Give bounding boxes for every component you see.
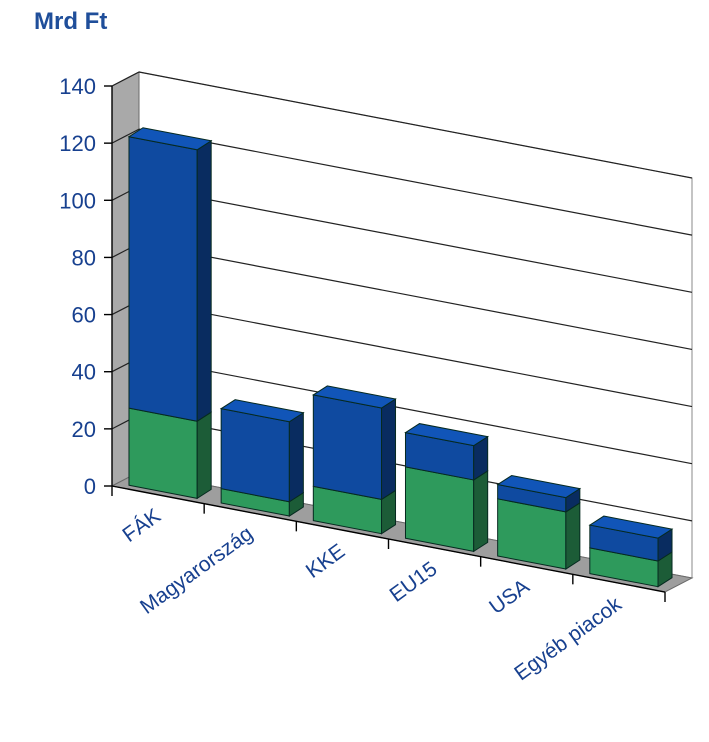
bar-segment-side [196, 411, 212, 500]
bar-top [127, 127, 213, 151]
bar-segment [404, 466, 475, 552]
y-tick-label: 120 [59, 131, 96, 156]
y-tick-label: 20 [72, 417, 96, 442]
x-tick-label: FÁK [118, 504, 165, 547]
bar-2 [311, 385, 397, 535]
y-tick-label: 80 [72, 245, 96, 270]
gridlines [111, 71, 693, 522]
bar-segment [312, 394, 383, 501]
gridline [138, 128, 693, 236]
bar-segment-side [196, 139, 212, 423]
x-tick-label: Magyarország [136, 522, 257, 619]
y-tick-label: 140 [59, 74, 96, 99]
gridline-side [111, 71, 140, 87]
bar-top [404, 423, 490, 447]
bar-segment [220, 408, 290, 503]
y-tick-label: 0 [84, 474, 96, 499]
bar-segment-side [473, 470, 489, 553]
y-tick-label: 60 [72, 303, 96, 328]
bar-segment [128, 136, 198, 422]
bar-4 [496, 475, 582, 570]
bars [127, 127, 674, 588]
bar-5 [588, 515, 674, 588]
bar-1 [219, 399, 305, 517]
gridline [138, 185, 693, 293]
bar-top [219, 399, 305, 423]
bar-3 [404, 423, 490, 553]
x-tick-label: Egyéb piacok [510, 592, 626, 685]
gridline [138, 299, 693, 408]
gridline [138, 242, 693, 351]
x-axis [111, 485, 666, 602]
bar-top [496, 475, 582, 499]
bar-segment-side [381, 398, 397, 501]
y-tick-label: 100 [59, 188, 96, 213]
gridline [138, 71, 693, 179]
gridline [138, 357, 693, 465]
bar-top [311, 385, 397, 409]
bar-top [588, 515, 674, 539]
y-tick-label: 40 [72, 360, 96, 385]
x-tick-label: USA [485, 575, 533, 619]
gridline-side [111, 128, 140, 144]
bar-segment [128, 407, 198, 499]
bar-segment-side [565, 501, 581, 570]
bar-0 [127, 127, 213, 500]
chart-unit-title: Mrd Ft [34, 8, 108, 35]
y-axis: 0 20 40 60 80 100 120 140 [59, 74, 113, 499]
bar-segment-side [288, 411, 304, 503]
x-tick-label: KKE [302, 540, 350, 583]
x-tick-label: EU15 [386, 557, 442, 606]
